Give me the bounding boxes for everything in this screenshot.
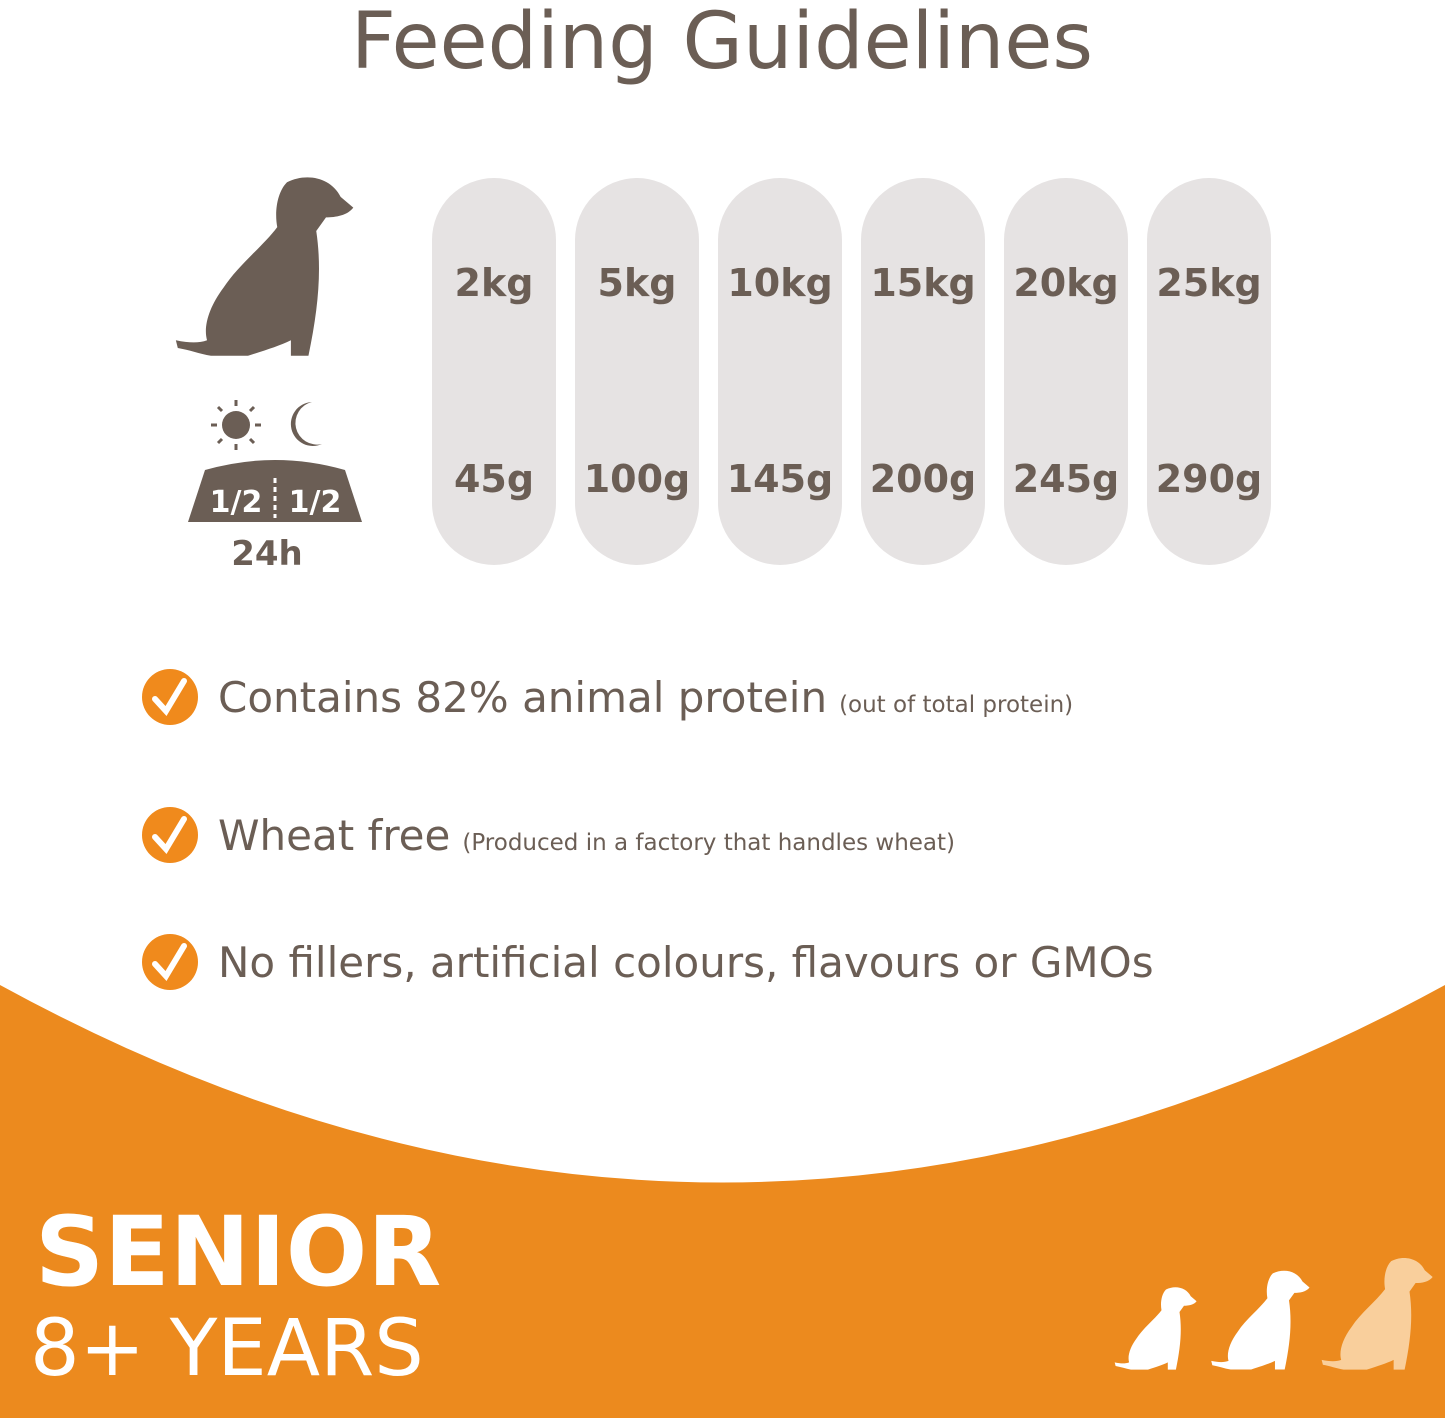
amount-cell: 45g	[454, 457, 534, 501]
feature-note: (Produced in a factory that handles whea…	[462, 830, 955, 856]
weight-cell: 20kg	[1013, 261, 1118, 305]
check-mark	[152, 816, 187, 854]
feature-list: Contains 82% animal protein (out of total…	[142, 669, 1154, 990]
feature-text: Wheat free (Produced in a factory that ha…	[218, 811, 955, 860]
check-icon	[142, 807, 198, 863]
check-mark	[152, 678, 187, 716]
amount-cell: 145g	[727, 457, 834, 501]
life-stage: SENIOR	[35, 1196, 441, 1308]
weight-cell: 2kg	[455, 261, 534, 305]
footer-band	[0, 985, 1445, 1418]
title: Feeding Guidelines	[351, 0, 1093, 87]
feature-note: (out of total protein)	[839, 692, 1073, 718]
weight-cell: 15kg	[870, 261, 975, 305]
check-mark	[152, 943, 187, 981]
feature-title: No fillers, artificial colours, flavours…	[218, 938, 1154, 987]
amount-cell: 245g	[1013, 457, 1120, 501]
weight-cell: 5kg	[598, 261, 677, 305]
feature-text: No fillers, artificial colours, flavours…	[218, 938, 1154, 987]
check-icon	[142, 669, 198, 725]
dog-icon	[175, 177, 354, 356]
portion-label: 1/2	[289, 485, 342, 520]
table-column	[1004, 178, 1128, 565]
amount-cell: 100g	[584, 457, 691, 501]
table-column	[1147, 178, 1271, 565]
day-night-icon	[188, 400, 362, 522]
weight-cell: 10kg	[727, 261, 832, 305]
age-label: 8+ YEARS	[30, 1304, 424, 1394]
feature-title: Contains 82% animal protein	[218, 673, 827, 722]
table-column	[575, 178, 699, 565]
table-column	[718, 178, 842, 565]
feeding-table: 2kg 45g 5kg 100g 10kg 145g 15kg 200g 20kg 245g 25k…	[432, 178, 1271, 565]
feature-title: Wheat free	[218, 811, 450, 860]
amount-cell: 200g	[870, 457, 977, 501]
portion-label: 1/2	[210, 485, 263, 520]
amount-cell: 290g	[1156, 457, 1263, 501]
period-label: 24h	[231, 534, 303, 574]
table-column	[432, 178, 556, 565]
check-icon	[142, 934, 198, 990]
table-column	[861, 178, 985, 565]
weight-cell: 25kg	[1156, 261, 1261, 305]
feature-text: Contains 82% animal protein (out of total…	[218, 673, 1073, 722]
